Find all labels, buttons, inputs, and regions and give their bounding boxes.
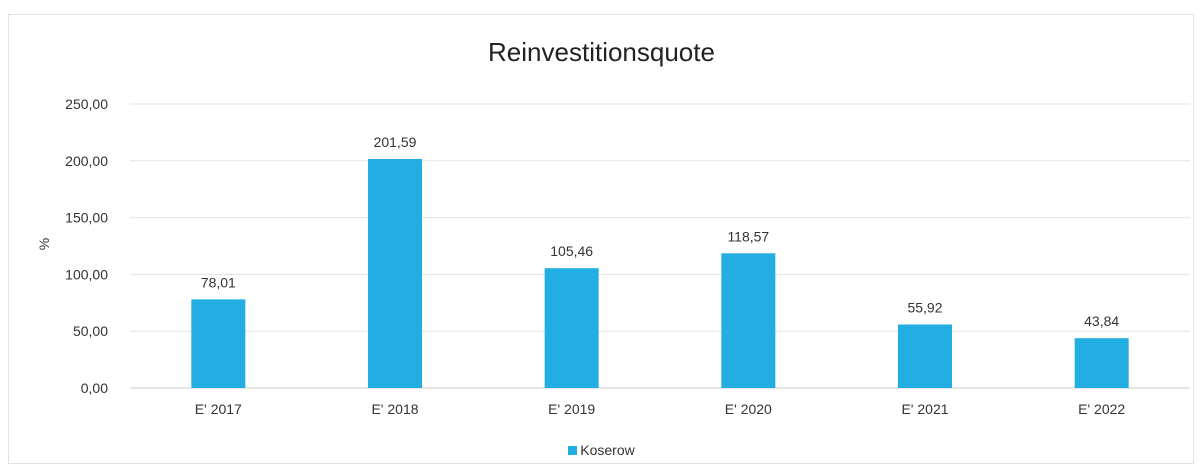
data-label: 43,84 (1084, 313, 1119, 329)
data-label: 201,59 (374, 134, 417, 150)
data-label: 118,57 (727, 228, 769, 244)
y-tick-label: 150,00 (65, 210, 108, 226)
y-tick-label: 50,00 (73, 323, 108, 339)
x-tick-label: E' 2022 (1078, 401, 1125, 417)
y-tick-label: 200,00 (65, 153, 108, 169)
data-label: 78,01 (201, 274, 236, 290)
data-label: 55,92 (907, 299, 942, 315)
legend: Koserow (0, 442, 1203, 458)
bar (1074, 338, 1129, 388)
bar (898, 324, 952, 388)
y-tick-label: 100,00 (65, 266, 108, 282)
legend-swatch (568, 445, 578, 455)
x-tick-label: E' 2017 (195, 401, 242, 417)
x-tick-label: E' 2019 (548, 401, 595, 417)
y-tick-label: 250,00 (65, 96, 108, 112)
bar (544, 268, 599, 388)
x-tick-label: E' 2018 (371, 401, 418, 417)
chart-frame (8, 14, 1194, 464)
data-label: 105,46 (550, 243, 593, 259)
x-tick-label: E' 2021 (901, 401, 948, 417)
legend-label: Koserow (580, 442, 635, 458)
x-tick-label: E' 2020 (725, 401, 772, 417)
bar (191, 299, 246, 388)
bar (368, 158, 422, 388)
chart-title: Reinvestitionsquote (488, 37, 715, 67)
y-tick-label: 0,00 (81, 380, 108, 396)
bar (721, 253, 776, 388)
